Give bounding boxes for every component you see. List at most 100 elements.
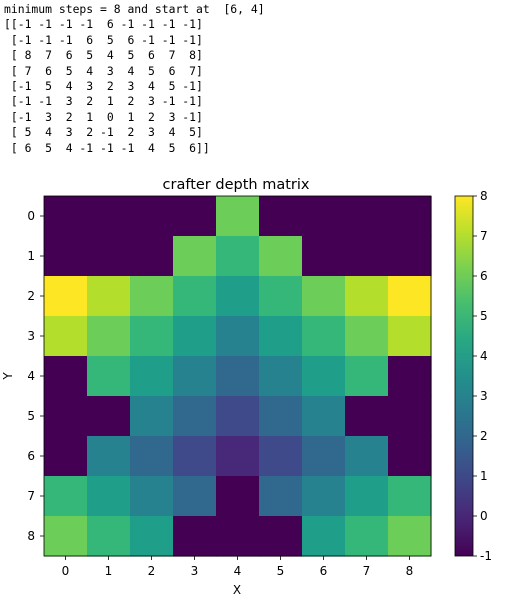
- heatmap-cell: [259, 476, 303, 517]
- y-tick-label: 8: [27, 529, 35, 543]
- heatmap-cell: [87, 276, 131, 317]
- heatmap-cell: [388, 236, 432, 277]
- heatmap-cell: [388, 516, 432, 557]
- y-axis-ticks: 0 1 2 3 4 5 6 7 8: [27, 209, 44, 543]
- y-axis-label: Y: [1, 372, 15, 381]
- heatmap-cell: [388, 476, 432, 517]
- heatmap-cell: [130, 356, 174, 397]
- matrix-line: [-1 5 4 3 2 3 4 5 -1]: [4, 78, 203, 93]
- heatmap-cell: [130, 196, 174, 237]
- heatmap-cells: [44, 196, 432, 557]
- heatmap-cell: [259, 436, 303, 477]
- heatmap-cell: [173, 196, 217, 237]
- heatmap-cell: [87, 316, 131, 357]
- heatmap-cell: [44, 236, 88, 277]
- x-tick-label: 7: [363, 564, 371, 578]
- heatmap-cell: [87, 236, 131, 277]
- heatmap-cell: [130, 476, 174, 517]
- heatmap-cell: [173, 356, 217, 397]
- matrix-line: [ 5 4 3 2 -1 2 3 4 5]: [4, 125, 203, 140]
- heatmap-cell: [302, 316, 346, 357]
- chart-title: crafter depth matrix: [163, 177, 310, 193]
- heatmap-cell: [345, 276, 389, 317]
- heatmap-cell: [44, 196, 88, 237]
- x-tick-label: 1: [105, 564, 113, 578]
- colorbar-tick-label: 7: [480, 229, 488, 243]
- matrix-line: [ 8 7 6 5 4 5 6 7 8]: [4, 48, 203, 63]
- colorbar-tick-label: -1: [480, 549, 492, 563]
- heatmap-cell: [87, 436, 131, 477]
- heatmap-cell: [130, 396, 174, 437]
- colorbar: [454, 195, 474, 557]
- heatmap-cell: [345, 236, 389, 277]
- heatmap-cell: [216, 356, 260, 397]
- heatmap-cell: [87, 516, 131, 557]
- heatmap-cell: [345, 356, 389, 397]
- heatmap-cell: [44, 276, 88, 317]
- heatmap-cell: [302, 396, 346, 437]
- colorbar-tick-label: 0: [480, 509, 488, 523]
- heatmap-cell: [259, 276, 303, 317]
- matrix-line: [-1 -1 -1 6 5 6 -1 -1 -1]: [4, 32, 203, 47]
- heatmap-cell: [259, 236, 303, 277]
- heatmap-cell: [302, 356, 346, 397]
- y-tick-label: 0: [27, 209, 35, 223]
- heatmap-cell: [302, 236, 346, 277]
- matrix-line: [-1 -1 3 2 1 2 3 -1 -1]: [4, 94, 203, 109]
- x-tick-label: 5: [277, 564, 285, 578]
- x-tick-label: 3: [191, 564, 199, 578]
- x-tick-label: 6: [320, 564, 328, 578]
- heatmap-cell: [173, 516, 217, 557]
- heatmap-cell: [259, 196, 303, 237]
- heatmap-cell: [302, 196, 346, 237]
- matrix-line: [-1 3 2 1 0 1 2 3 -1]: [4, 109, 203, 124]
- colorbar-tick-label: 5: [480, 309, 488, 323]
- y-tick-label: 1: [27, 249, 35, 263]
- heatmap-cell: [388, 436, 432, 477]
- heatmap-cell: [130, 516, 174, 557]
- console-header-line: minimum steps = 8 and start at [6, 4]: [4, 2, 265, 16]
- heatmap-cell: [388, 356, 432, 397]
- heatmap-cell: [130, 236, 174, 277]
- heatmap-cell: [44, 396, 88, 437]
- y-tick-label: 2: [27, 289, 35, 303]
- heatmap-cell: [130, 316, 174, 357]
- heatmap-cell: [259, 316, 303, 357]
- heatmap-cell: [388, 276, 432, 317]
- matrix-line: [ 6 5 4 -1 -1 -1 4 5 6]]: [4, 140, 210, 155]
- heatmap-cell: [173, 476, 217, 517]
- colorbar-ticks: 8 7 6 5 4 3 2 1 0 -1: [473, 189, 492, 563]
- heatmap-cell: [388, 316, 432, 357]
- heatmap-cell: [259, 516, 303, 557]
- y-tick-label: 5: [27, 409, 35, 423]
- heatmap-cell: [345, 196, 389, 237]
- heatmap-cell: [216, 276, 260, 317]
- heatmap-cell: [173, 396, 217, 437]
- heatmap-cell: [87, 476, 131, 517]
- heatmap-cell: [44, 316, 88, 357]
- matrix-line: [[-1 -1 -1 -1 6 -1 -1 -1 -1]: [4, 17, 203, 32]
- heatmap-cell: [173, 436, 217, 477]
- heatmap-cell: [216, 236, 260, 277]
- x-tick-label: 8: [406, 564, 414, 578]
- heatmap-cell: [259, 356, 303, 397]
- heatmap-cell: [345, 396, 389, 437]
- heatmap-cell: [87, 196, 131, 237]
- colorbar-tick-label: 2: [480, 429, 488, 443]
- x-tick-label: 4: [234, 564, 242, 578]
- y-tick-label: 4: [27, 369, 35, 383]
- heatmap-cell: [388, 396, 432, 437]
- heatmap-cell: [44, 516, 88, 557]
- heatmap-cell: [345, 476, 389, 517]
- heatmap-cell: [44, 436, 88, 477]
- colorbar-tick-label: 1: [480, 469, 488, 483]
- heatmap-cell: [87, 356, 131, 397]
- heatmap-cell: [216, 436, 260, 477]
- x-axis-ticks: 0 1 2 3 4 5 6 7 8: [62, 556, 414, 578]
- colorbar-tick-label: 3: [480, 389, 488, 403]
- x-axis-label: X: [233, 583, 241, 597]
- console-output: minimum steps = 8 and start at [6, 4] [[-…: [4, 2, 265, 156]
- heatmap-cell: [302, 516, 346, 557]
- heatmap-cell: [216, 196, 260, 237]
